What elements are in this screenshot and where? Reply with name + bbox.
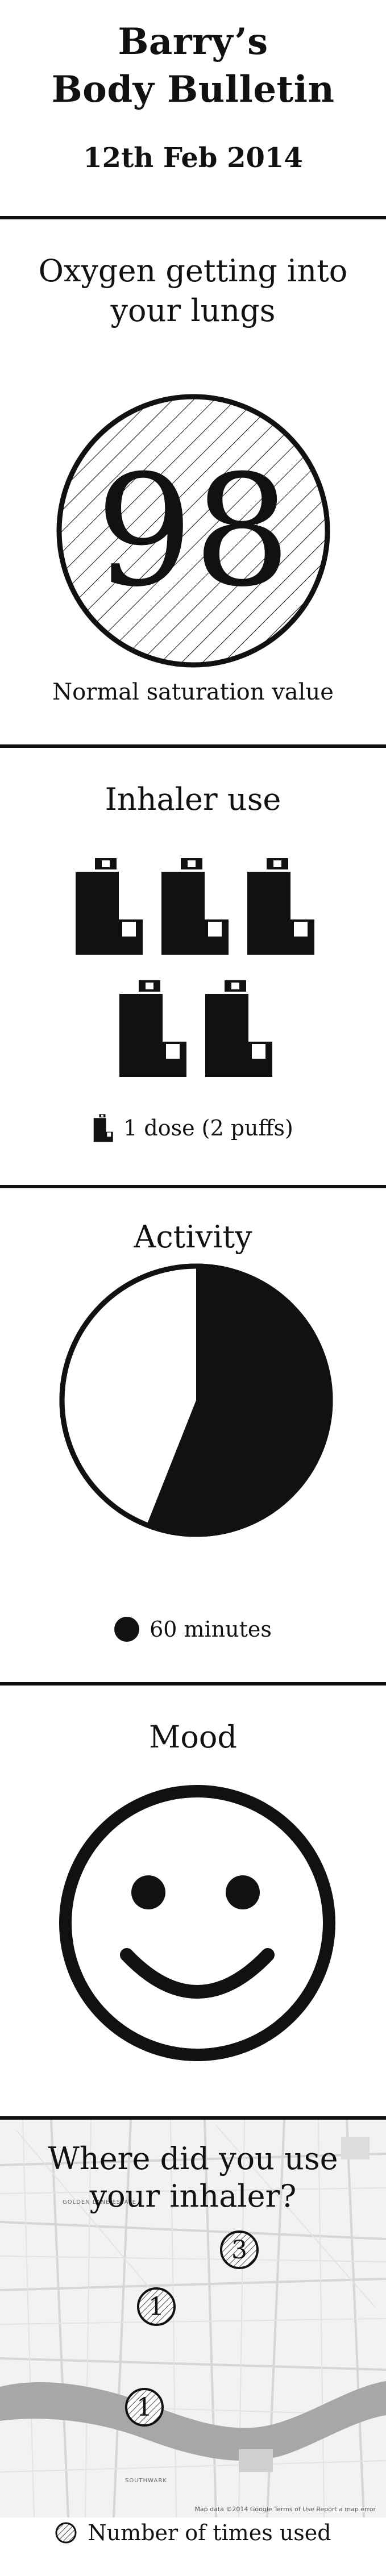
inhaler-icon xyxy=(158,858,229,955)
inhaler-legend-label: 1 dose (2 puffs) xyxy=(123,1116,293,1141)
smiley-face-icon xyxy=(59,1784,336,2062)
title-line-2: Body Bulletin xyxy=(51,68,335,111)
hatched-marker-icon xyxy=(125,2388,164,2427)
section-divider xyxy=(0,744,386,748)
hatched-marker-icon xyxy=(220,2230,259,2269)
section-divider xyxy=(0,216,386,219)
map-legend-label: Number of times used xyxy=(88,2520,331,2545)
oxygen-heading-line-1: Oxygen getting into xyxy=(38,253,348,289)
inhaler-icon xyxy=(244,858,315,955)
inhaler-heading: Inhaler use xyxy=(105,781,281,817)
map-legend: Number of times used xyxy=(0,2520,386,2545)
map-place-label: SOUTHWARK xyxy=(125,2478,167,2484)
activity-legend: 60 minutes xyxy=(0,1617,386,1642)
oxygen-heading-line-2: your lungs xyxy=(110,293,276,328)
inhaler-legend: 1 dose (2 puffs) xyxy=(0,1114,386,1142)
map-heading-line-1: Where did you use xyxy=(48,2141,338,2177)
title-line-1: Barry’s xyxy=(118,20,268,63)
inhaler-small-icon xyxy=(93,1114,113,1142)
filled-dot-icon xyxy=(114,1617,140,1642)
inhaler-icon xyxy=(72,858,143,955)
inhaler-icon xyxy=(116,980,187,1077)
inhaler-location-map[interactable]: GOLDEN LANE ESTATE SOUTHWARK Where did y… xyxy=(0,2120,386,2517)
marker-count: 1 xyxy=(148,2292,164,2321)
map-marker[interactable]: 1 xyxy=(136,2286,177,2327)
map-marker[interactable]: 1 xyxy=(124,2387,165,2428)
oxygen-value: 98 xyxy=(96,442,291,621)
bulletin-date: 12th Feb 2014 xyxy=(83,142,303,174)
inhaler-icon xyxy=(202,980,273,1077)
hatched-circle-legend-icon xyxy=(55,2521,77,2544)
activity-legend-label: 60 minutes xyxy=(150,1617,272,1642)
activity-pie-slice xyxy=(147,1266,331,1534)
marker-count: 3 xyxy=(231,2235,247,2265)
mood-heading: Mood xyxy=(149,1719,237,1755)
pie-outline xyxy=(59,1263,333,1537)
map-attribution[interactable]: Map data ©2014 Google Terms of Use Repor… xyxy=(194,2506,376,2513)
map-place-label: GOLDEN LANE ESTATE xyxy=(63,2199,136,2205)
activity-heading: Activity xyxy=(134,1219,252,1255)
map-heading-line-2: your inhaler? xyxy=(89,2178,297,2214)
map-background xyxy=(0,2120,386,2517)
section-divider xyxy=(0,2116,386,2120)
bulletin-header: Barry’s Body Bulletin 12th Feb 2014 xyxy=(0,0,386,216)
oxygen-gauge: 98 xyxy=(55,392,332,669)
hatched-circle-icon xyxy=(56,394,330,668)
oxygen-caption: Normal saturation value xyxy=(52,679,334,705)
map-marker[interactable]: 3 xyxy=(219,2229,260,2270)
section-divider xyxy=(0,1185,386,1188)
marker-count: 1 xyxy=(136,2392,152,2422)
section-divider xyxy=(0,1682,386,1686)
activity-pie-chart xyxy=(57,1262,335,1539)
hatched-marker-icon xyxy=(137,2287,176,2326)
